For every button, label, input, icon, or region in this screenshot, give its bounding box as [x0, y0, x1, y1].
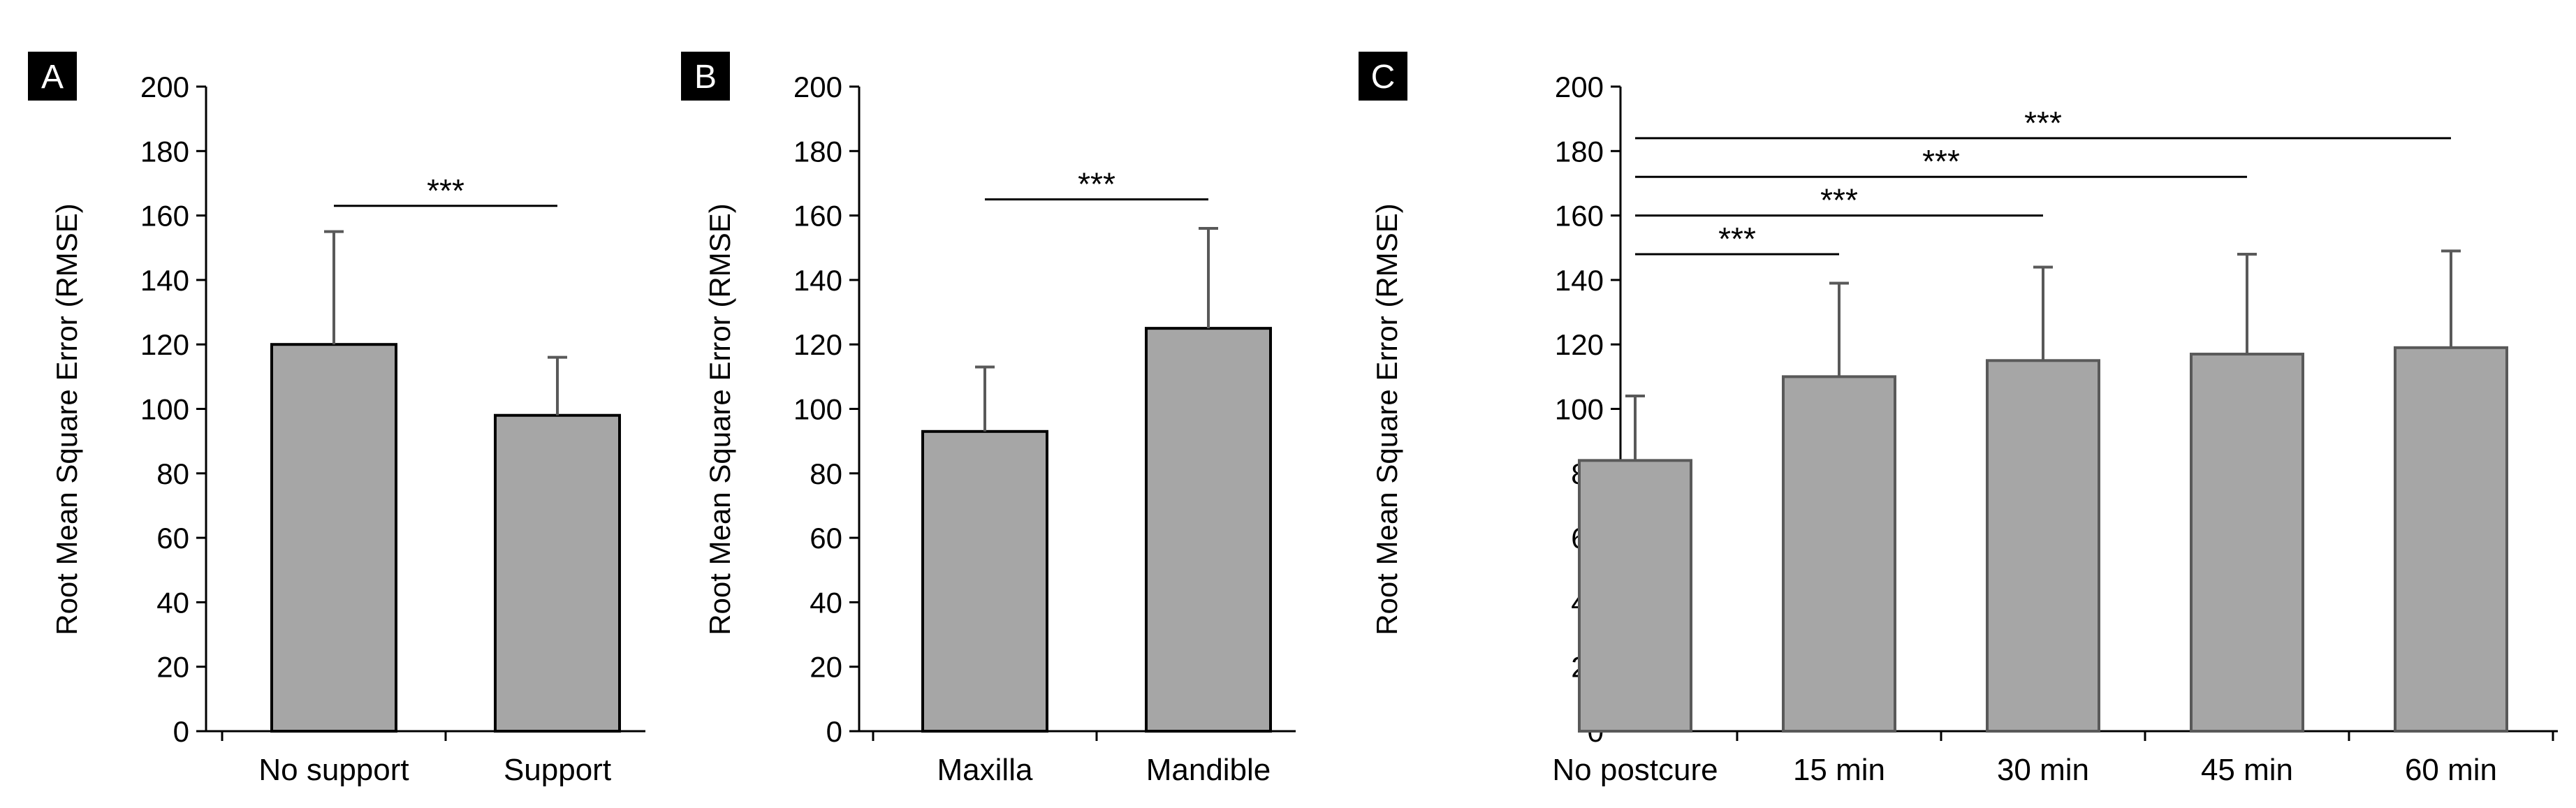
bar-1: [1578, 459, 1692, 733]
y-tick-label: 120: [140, 328, 189, 361]
significance-label: ***: [2024, 105, 2062, 141]
y-tick-label: 60: [156, 522, 189, 554]
significance-label: ***: [1922, 143, 1960, 179]
category-label: No postcure: [1552, 753, 1718, 787]
panel-label-box: [681, 52, 730, 101]
y-tick-label: 180: [793, 135, 842, 168]
y-tick-label: 60: [810, 522, 842, 554]
panel-label-box: [28, 52, 77, 101]
y-tick-label: 40: [156, 586, 189, 619]
y-tick-label: 100: [793, 393, 842, 426]
bar-1: [270, 343, 397, 733]
bar-3: [1986, 359, 2100, 733]
significance-label: ***: [1078, 166, 1115, 203]
y-axis-title: Root Mean Square Error (RMSE): [1370, 203, 1403, 636]
y-axis-title: Root Mean Square Error (RMSE): [703, 203, 736, 636]
y-tick-label: 80: [156, 457, 189, 490]
y-tick-label: 120: [793, 328, 842, 361]
category-label: Mandible: [1146, 753, 1271, 787]
y-tick-label: 40: [810, 586, 842, 619]
bar-4: [2190, 353, 2304, 733]
y-tick-label: 100: [1555, 393, 1604, 426]
chart-panel-a: A 0 20 40 60 80 100 120 140 160 180 200 Root Mean Sq…: [28, 52, 645, 787]
y-tick-label: 100: [140, 393, 189, 426]
y-tick-label: 20: [810, 651, 842, 684]
panel-label: C: [1371, 59, 1396, 96]
category-label: 45 min: [2201, 753, 2293, 787]
chart-panel-b: B 0 20 40 60 80 100 120 140 160 180 200 Root Mean Sq…: [681, 52, 1296, 787]
y-tick-label: 0: [173, 715, 189, 748]
chart-panel-c: C020406080100120140160180200Root Mean Sq…: [1359, 52, 2558, 787]
y-tick-label: 200: [1555, 71, 1604, 103]
category-label: Maxilla: [937, 753, 1033, 787]
y-tick-label: 160: [140, 200, 189, 233]
panel-label: B: [694, 59, 717, 96]
bar-2: [494, 413, 621, 733]
panel-label-box: [1359, 52, 1407, 101]
category-label: Support: [504, 753, 611, 787]
bar-2: [1782, 375, 1896, 733]
significance-label: ***: [1718, 221, 1756, 257]
y-tick-label: 180: [140, 135, 189, 168]
significance-label: ***: [427, 172, 464, 209]
y-tick-label: 160: [793, 200, 842, 233]
y-tick-label: 140: [793, 264, 842, 297]
significance-label: ***: [1820, 182, 1858, 219]
y-tick-label: 0: [826, 715, 842, 748]
y-tick-label: 160: [1555, 200, 1604, 233]
y-axis-title: Root Mean Square Error (RMSE): [50, 203, 83, 636]
y-tick-label: 120: [1555, 328, 1604, 361]
category-label: 30 min: [1997, 753, 2089, 787]
panel-label: A: [41, 59, 64, 96]
y-tick-label: 20: [156, 651, 189, 684]
y-tick-label: 80: [810, 457, 842, 490]
category-label: 15 min: [1793, 753, 1885, 787]
y-tick-label: 200: [140, 71, 189, 103]
y-tick-label: 140: [1555, 264, 1604, 297]
y-tick-label: 200: [793, 71, 842, 103]
bar-5: [2394, 346, 2508, 733]
bar-1: [921, 429, 1048, 733]
y-tick-label: 180: [1555, 135, 1604, 168]
y-tick-label: 140: [140, 264, 189, 297]
bar-2: [1145, 327, 1272, 733]
category-label: 60 min: [2405, 753, 2497, 787]
category-label: No support: [258, 753, 409, 787]
